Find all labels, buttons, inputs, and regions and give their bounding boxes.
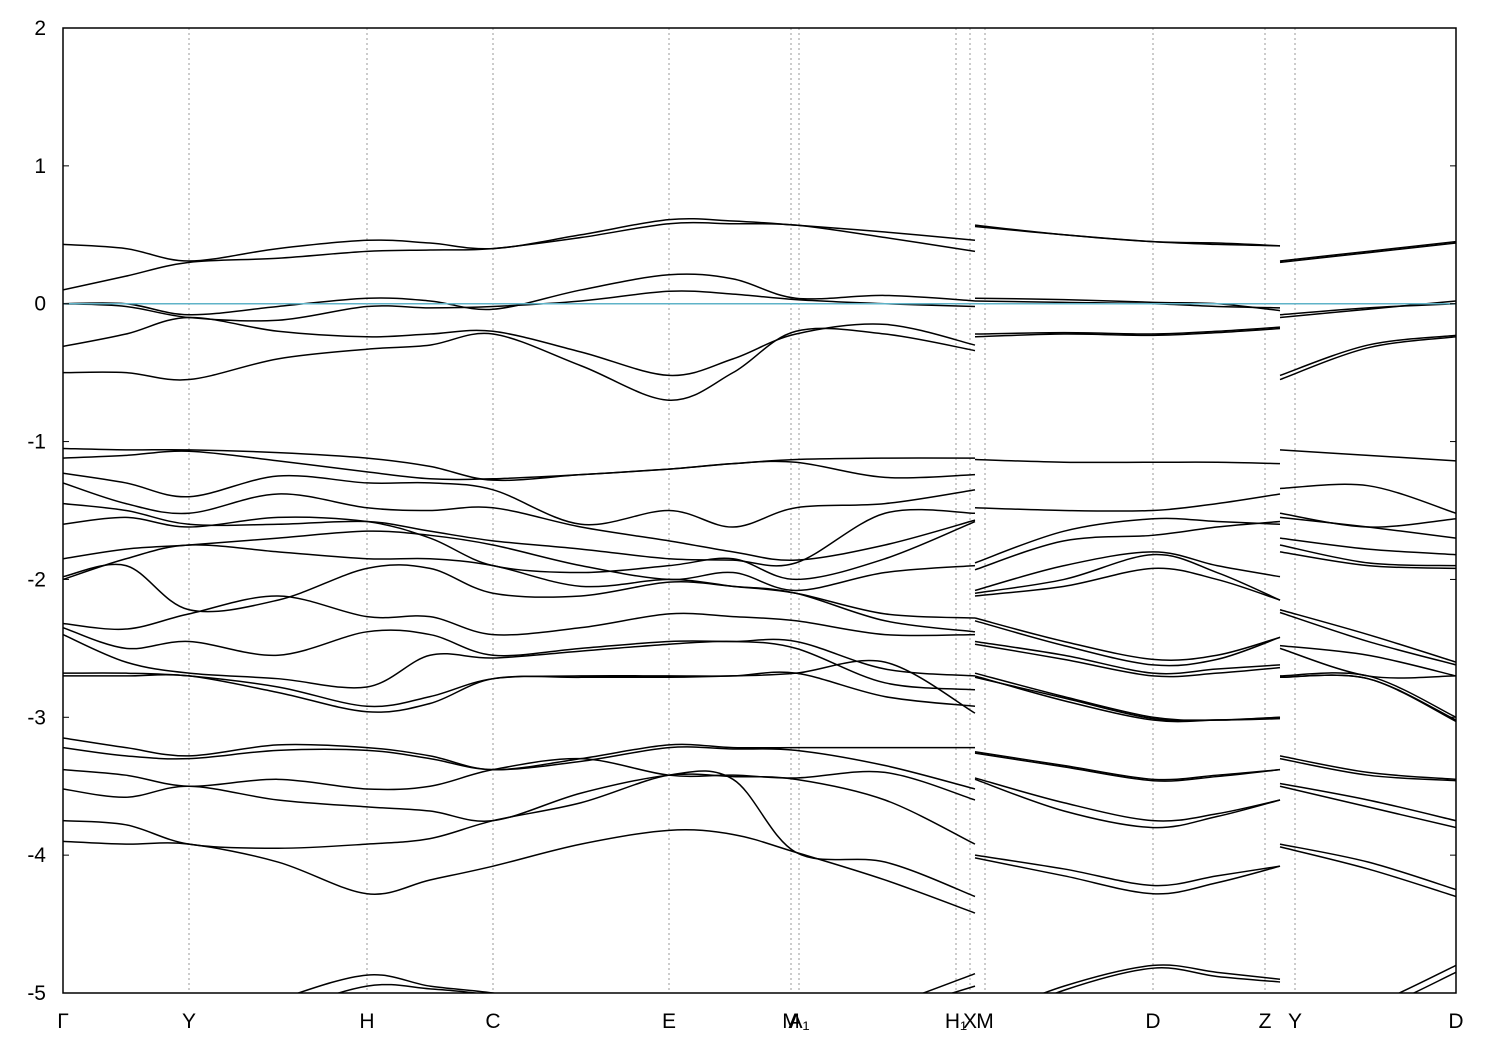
x-tick-label: A₁ xyxy=(788,1010,809,1033)
x-tick-label: H xyxy=(359,1010,374,1033)
band-line xyxy=(296,964,1456,993)
band-line xyxy=(63,327,1456,401)
y-tick-label: 1 xyxy=(34,155,46,178)
x-tick-label: Y xyxy=(1288,1010,1302,1033)
x-tick-label: D xyxy=(1448,1010,1463,1033)
band-line xyxy=(336,967,1456,993)
x-tick-label: H₁ xyxy=(945,1010,967,1033)
band-line xyxy=(63,482,1456,571)
band-line xyxy=(63,544,1456,663)
band-line xyxy=(63,746,1456,790)
band-line xyxy=(63,659,1456,723)
y-tick-label: -5 xyxy=(27,982,46,1005)
x-tick-label: Γ xyxy=(57,1010,69,1033)
band-line xyxy=(63,221,1456,291)
x-tick-label: C xyxy=(485,1010,500,1033)
band-line xyxy=(63,450,1456,514)
band-line xyxy=(63,770,1456,898)
y-tick-label: -4 xyxy=(27,844,46,867)
x-tick-label: M xyxy=(782,1010,800,1033)
band-line xyxy=(63,595,1456,677)
y-tick-label: 2 xyxy=(34,17,46,40)
x-tick-label: X xyxy=(963,1010,977,1033)
band-line xyxy=(63,829,1456,914)
band-line xyxy=(63,530,1456,601)
y-tick-label: -3 xyxy=(27,706,46,729)
x-tick-label: M xyxy=(976,1010,994,1033)
band-line xyxy=(63,273,1456,319)
plot-area xyxy=(63,28,1456,993)
x-tick-label: Z xyxy=(1259,1010,1272,1033)
band-line xyxy=(63,316,1456,377)
band-line xyxy=(63,447,1456,482)
band-line xyxy=(63,626,1456,679)
y-tick-label: -2 xyxy=(27,568,46,591)
x-tick-label: D xyxy=(1145,1010,1160,1033)
y-tick-label: 0 xyxy=(34,293,46,316)
y-tick-label: -1 xyxy=(27,431,46,454)
x-tick-label: E xyxy=(662,1010,676,1033)
plot-frame xyxy=(62,27,1457,994)
band-line xyxy=(63,218,1456,262)
band-line xyxy=(63,671,1456,723)
band-line xyxy=(63,563,1456,667)
x-tick-label: Y xyxy=(182,1010,196,1033)
band-line xyxy=(63,502,1456,592)
